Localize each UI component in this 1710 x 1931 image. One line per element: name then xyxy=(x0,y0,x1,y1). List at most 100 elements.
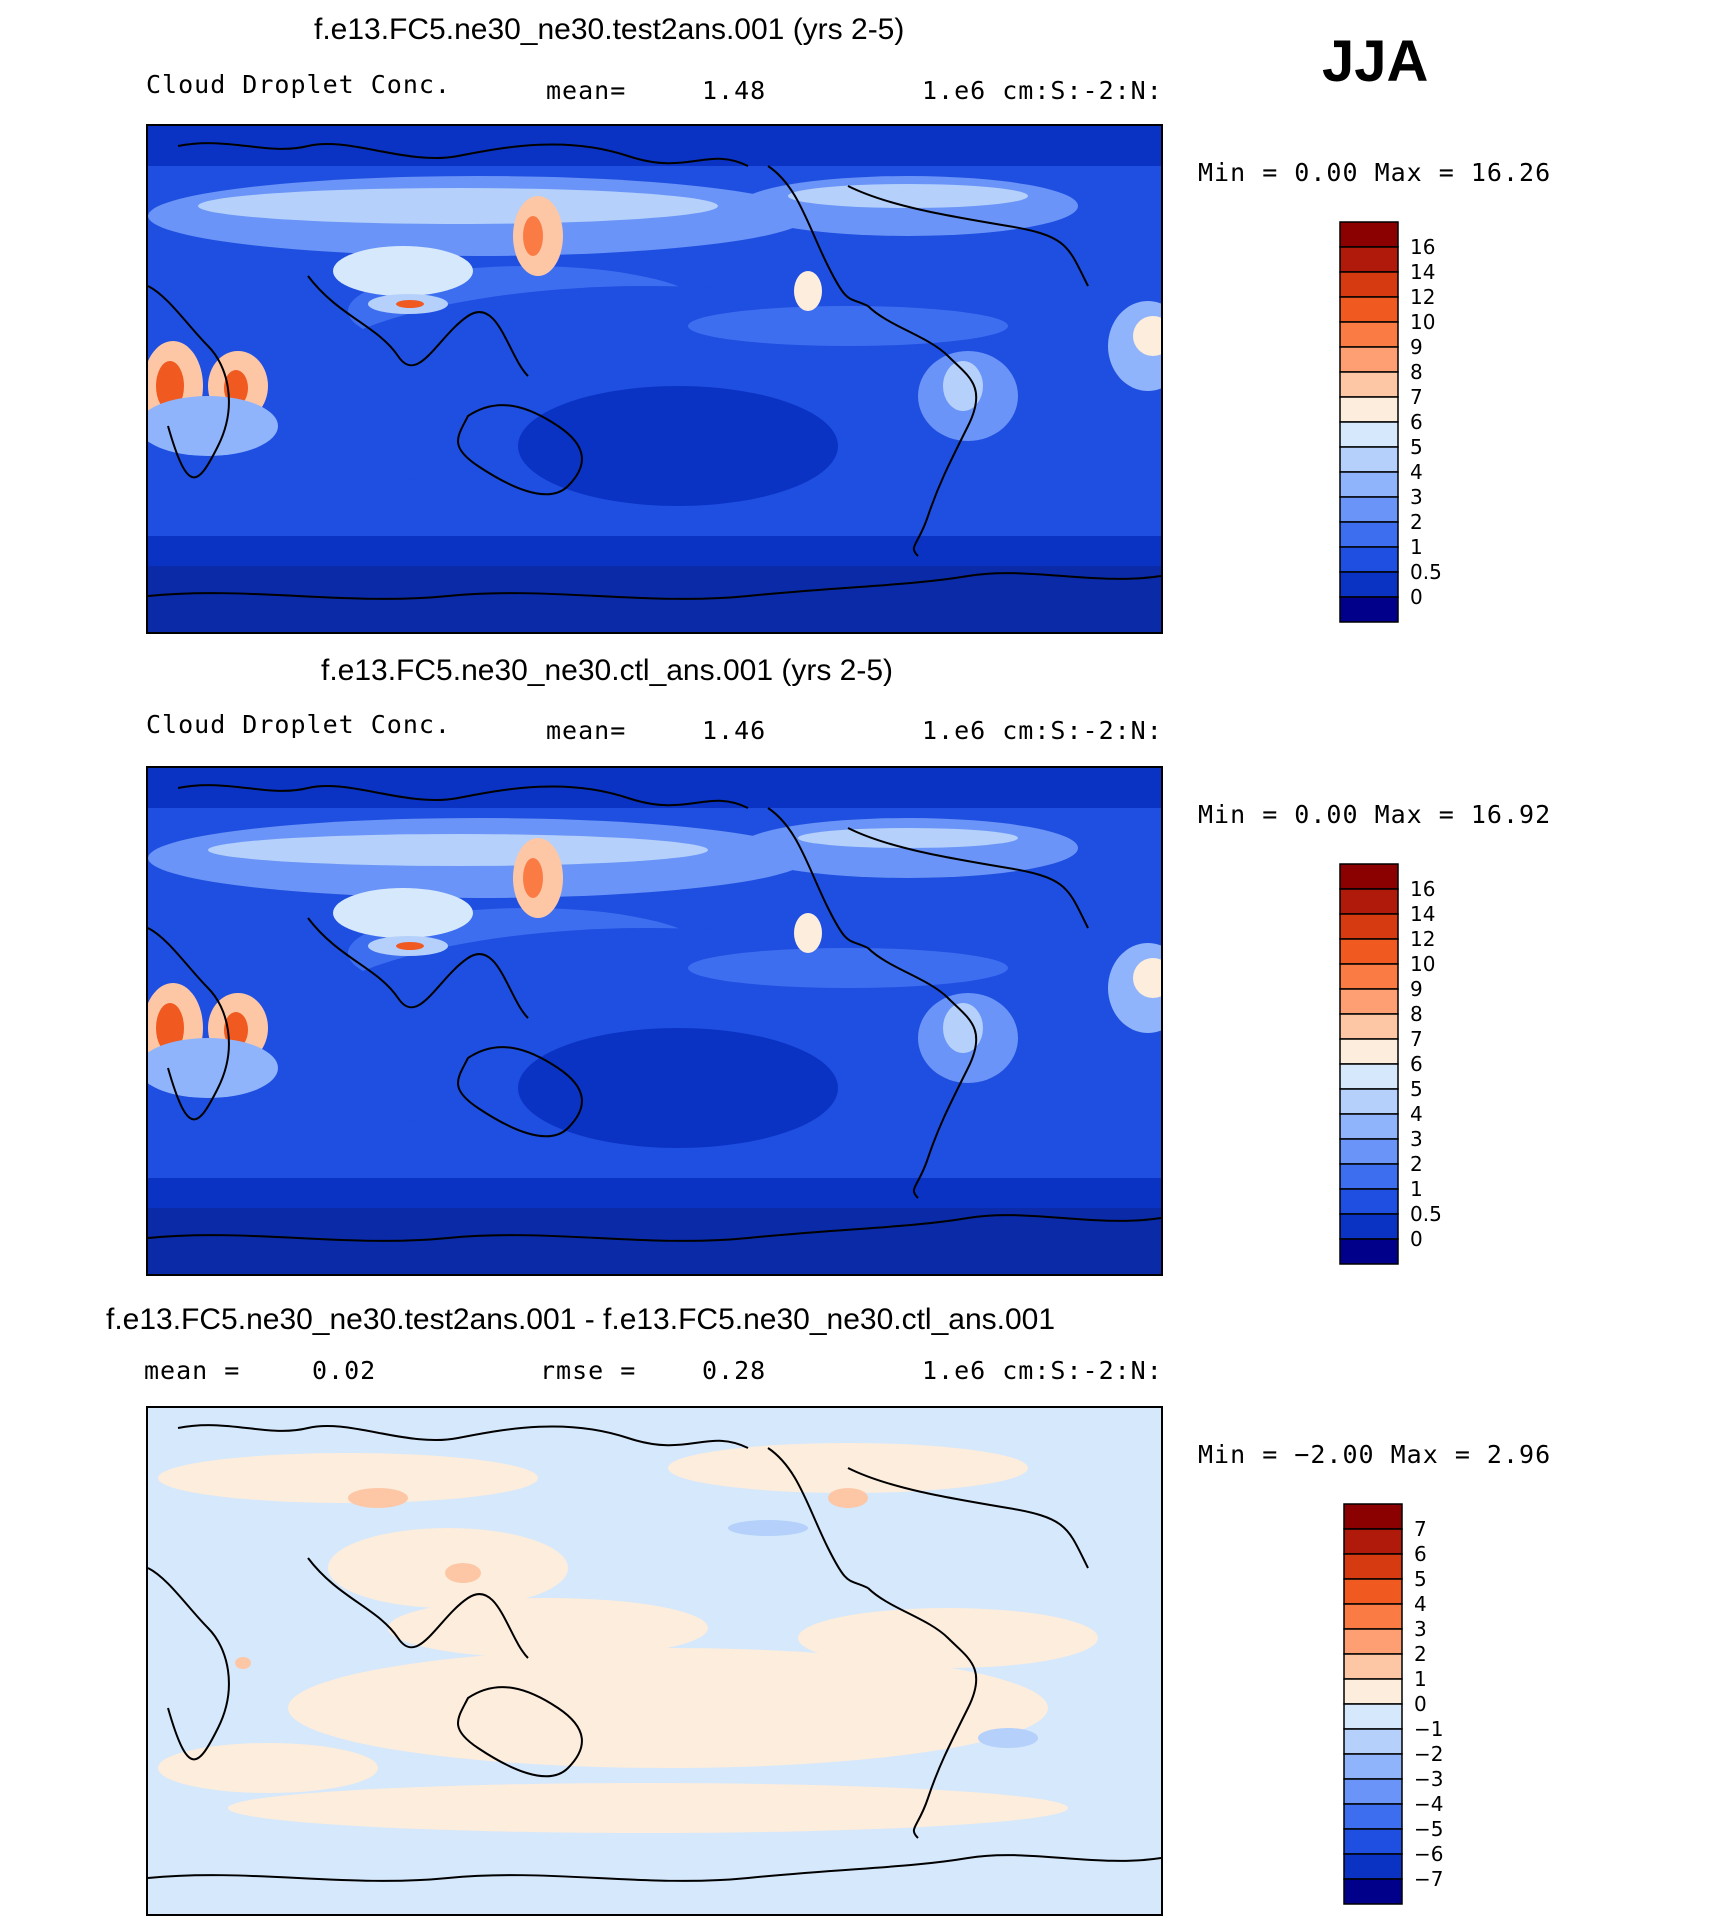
colorbar-tick-label: 7 xyxy=(1410,1027,1423,1051)
panel-1-mean-value: 1.48 xyxy=(702,76,767,105)
colorbar-tick-label: 0 xyxy=(1414,1692,1427,1716)
colorbar-tick-label: 5 xyxy=(1410,1077,1423,1101)
colorbar-tick-label: 12 xyxy=(1410,927,1435,951)
colorbar-tick-label: 10 xyxy=(1410,952,1435,976)
panel-1-field xyxy=(148,126,1161,632)
colorbar-swatch xyxy=(1339,596,1399,623)
panel-1-title: f.e13.FC5.ne30_ne30.test2ans.001 (yrs 2-… xyxy=(314,13,905,46)
panel-1-mean-label: mean= xyxy=(546,76,627,105)
colorbar-swatch xyxy=(1339,396,1399,423)
panel-2-min-max: Min = 0.00 Max = 16.92 xyxy=(1198,800,1552,829)
colorbar-tick-label: 5 xyxy=(1410,435,1423,459)
panel-3-field xyxy=(148,1408,1161,1914)
panel-1-min-max: Min = 0.00 Max = 16.26 xyxy=(1198,158,1552,187)
colorbar-swatch xyxy=(1343,1528,1403,1555)
colorbar-swatch xyxy=(1343,1853,1403,1880)
colorbar-swatch xyxy=(1339,296,1399,323)
panel-3-units: 1.e6 cm:S:-2:N: xyxy=(922,1356,1163,1385)
colorbar-tick-label: 14 xyxy=(1410,260,1435,284)
panel-2-map xyxy=(146,766,1163,1276)
colorbar-swatch xyxy=(1339,321,1399,348)
colorbar-tick-label: −5 xyxy=(1414,1817,1443,1841)
colorbar-tick-label: 0 xyxy=(1410,585,1423,609)
colorbar-swatch xyxy=(1343,1828,1403,1855)
colorbar-swatch xyxy=(1343,1553,1403,1580)
colorbar-swatch xyxy=(1339,546,1399,573)
colorbar-swatch xyxy=(1339,913,1399,940)
colorbar-swatch xyxy=(1339,1138,1399,1165)
colorbar-swatch xyxy=(1339,371,1399,398)
colorbar-tick-label: 6 xyxy=(1414,1542,1427,1566)
colorbar-tick-label: 4 xyxy=(1410,460,1423,484)
colorbar-tick-label: 14 xyxy=(1410,902,1435,926)
colorbar-tick-label: 0.5 xyxy=(1410,560,1442,584)
colorbar-swatch xyxy=(1339,1013,1399,1040)
colorbar-swatch xyxy=(1339,1063,1399,1090)
colorbar-swatch xyxy=(1339,346,1399,373)
season-label: JJA xyxy=(1322,29,1429,94)
colorbar-tick-label: 5 xyxy=(1414,1567,1427,1591)
colorbar-tick-label: 4 xyxy=(1410,1102,1423,1126)
colorbar-swatch xyxy=(1339,571,1399,598)
panel-2-field xyxy=(148,768,1161,1274)
colorbar-tick-label: −3 xyxy=(1414,1767,1443,1791)
colorbar-swatch xyxy=(1339,496,1399,523)
colorbar-swatch xyxy=(1343,1653,1403,1680)
colorbar-swatch xyxy=(1343,1753,1403,1780)
colorbar-swatch xyxy=(1339,1163,1399,1190)
colorbar-swatch xyxy=(1339,1113,1399,1140)
colorbar-swatch xyxy=(1343,1678,1403,1705)
colorbar-swatch xyxy=(1343,1628,1403,1655)
colorbar-tick-label: 2 xyxy=(1414,1642,1427,1666)
colorbar-tick-label: 6 xyxy=(1410,410,1423,434)
colorbar-tick-label: 1 xyxy=(1414,1667,1427,1691)
colorbar-tick-label: 7 xyxy=(1414,1517,1427,1541)
panel-1-units: 1.e6 cm:S:-2:N: xyxy=(922,76,1163,105)
colorbar-swatch xyxy=(1339,963,1399,990)
colorbar-swatch xyxy=(1339,446,1399,473)
colorbar-swatch xyxy=(1343,1603,1403,1630)
colorbar-swatch xyxy=(1339,1038,1399,1065)
colorbar-swatch xyxy=(1339,938,1399,965)
colorbar-swatch xyxy=(1339,1188,1399,1215)
colorbar-swatch xyxy=(1343,1578,1403,1605)
panel-3-title: f.e13.FC5.ne30_ne30.test2ans.001 - f.e13… xyxy=(106,1303,1056,1336)
colorbar-swatch xyxy=(1339,421,1399,448)
colorbar-tick-label: 0 xyxy=(1410,1227,1423,1251)
colorbar-tick-label: 1 xyxy=(1410,535,1423,559)
panel-2-mean-label: mean= xyxy=(546,716,627,745)
colorbar-swatch xyxy=(1343,1728,1403,1755)
panel-2-variable-label: Cloud Droplet Conc. xyxy=(146,710,451,739)
panel-2-units: 1.e6 cm:S:-2:N: xyxy=(922,716,1163,745)
colorbar-tick-label: 0.5 xyxy=(1410,1202,1442,1226)
panel-2-title: f.e13.FC5.ne30_ne30.ctl_ans.001 (yrs 2-5… xyxy=(321,654,894,687)
colorbar-swatch xyxy=(1343,1778,1403,1805)
colorbar-swatch xyxy=(1343,1503,1403,1530)
colorbar-tick-label: 9 xyxy=(1410,335,1423,359)
colorbar-swatch xyxy=(1339,246,1399,273)
panel-3-map xyxy=(146,1406,1163,1916)
colorbar-tick-label: 8 xyxy=(1410,1002,1423,1026)
colorbar-tick-label: 9 xyxy=(1410,977,1423,1001)
colorbar-tick-label: 7 xyxy=(1410,385,1423,409)
panel-3-rmse-value: 0.28 xyxy=(702,1356,767,1385)
colorbar-swatch xyxy=(1339,863,1399,890)
panel-1-map xyxy=(146,124,1163,634)
panel-3-rmse-label: rmse = xyxy=(540,1356,637,1385)
colorbar-swatch xyxy=(1339,888,1399,915)
colorbar-swatch xyxy=(1339,1088,1399,1115)
panel-3-mean-value: 0.02 xyxy=(312,1356,377,1385)
colorbar-tick-label: 4 xyxy=(1414,1592,1427,1616)
colorbar-swatch xyxy=(1343,1878,1403,1905)
colorbar-tick-label: 3 xyxy=(1410,1127,1423,1151)
panel-3-mean-label: mean = xyxy=(144,1356,241,1385)
colorbar-tick-label: 1 xyxy=(1410,1177,1423,1201)
colorbar-swatch xyxy=(1343,1803,1403,1830)
colorbar-tick-label: 3 xyxy=(1414,1617,1427,1641)
colorbar-tick-label: −1 xyxy=(1414,1717,1443,1741)
colorbar-swatch xyxy=(1339,271,1399,298)
panel-1-variable-label: Cloud Droplet Conc. xyxy=(146,70,451,99)
colorbar-tick-label: 2 xyxy=(1410,1152,1423,1176)
